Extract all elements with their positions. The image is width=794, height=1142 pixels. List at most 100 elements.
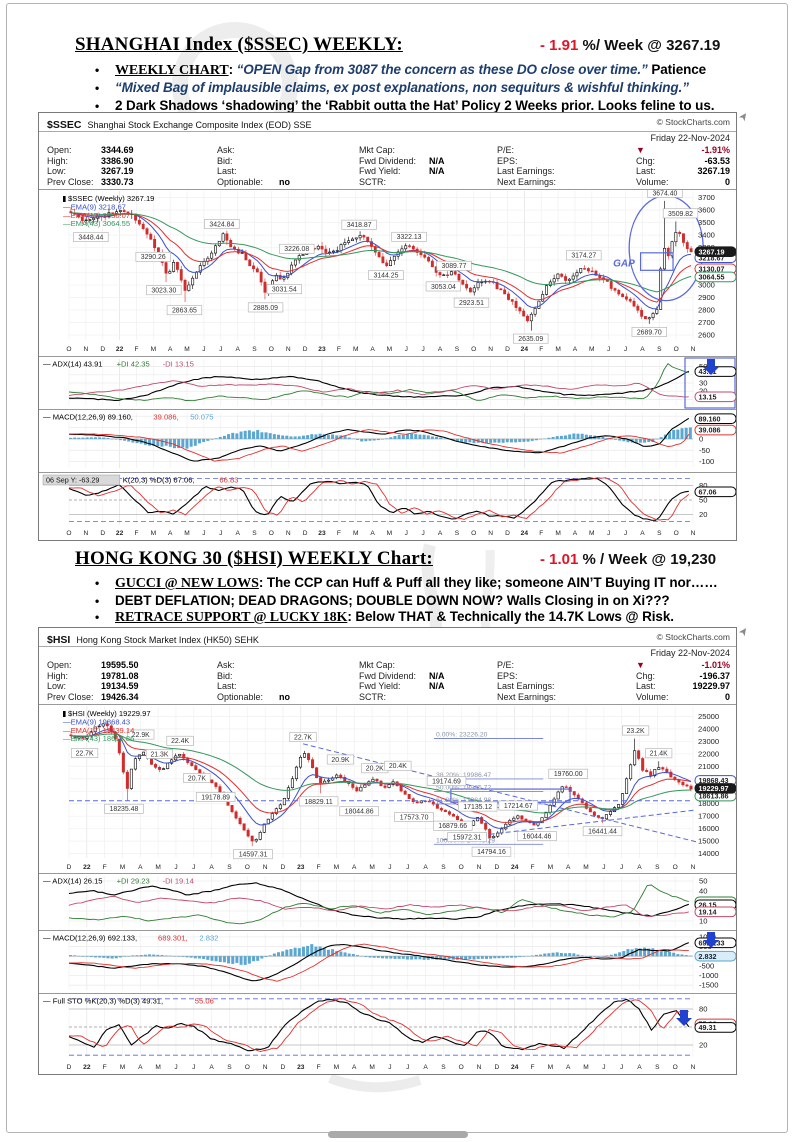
quote-row: Next Earnings: [497, 177, 557, 188]
svg-text:D: D [67, 1064, 72, 1071]
svg-text:M: M [369, 1064, 375, 1071]
svg-text:M: M [155, 1064, 161, 1071]
svg-text:— ADX(14) 26.15: — ADX(14) 26.15 [43, 877, 103, 886]
svg-text:18044.86: 18044.86 [345, 809, 374, 816]
svg-text:$SSEC (Weekly) 3267.19: $SSEC (Weekly) 3267.19 [68, 194, 154, 203]
svg-text:16000: 16000 [698, 824, 719, 833]
svg-text:F: F [337, 530, 341, 537]
svg-text:23: 23 [297, 1064, 305, 1071]
svg-text:F: F [531, 1064, 535, 1071]
svg-text:M: M [155, 864, 161, 871]
quote-row: Next Earnings: [497, 692, 557, 703]
svg-text:18829.11: 18829.11 [304, 799, 332, 806]
svg-text:80: 80 [699, 1005, 707, 1014]
svg-text:O: O [674, 346, 679, 353]
svg-text:O: O [459, 1064, 464, 1071]
quote-row: Bid: [217, 155, 233, 166]
svg-text:23: 23 [318, 530, 326, 537]
svg-text:21.3K: 21.3K [150, 751, 168, 758]
svg-text:O: O [245, 864, 250, 871]
svg-text:A: A [209, 864, 214, 871]
quote-column: Mkt Cap: Fwd Dividend: N/A Fwd Yield: N/A SCT… [359, 660, 494, 703]
svg-text:J: J [405, 530, 408, 537]
svg-text:20.9K: 20.9K [331, 757, 349, 764]
svg-text:— ADX(14) 43.91: — ADX(14) 43.91 [43, 360, 103, 369]
ticker-symbol: $SSEC [47, 119, 82, 131]
svg-text:24: 24 [511, 864, 519, 871]
svg-text:J: J [620, 1064, 623, 1071]
svg-text:S: S [455, 530, 460, 537]
svg-text:20.2K: 20.2K [366, 766, 384, 773]
quote-row: Bid: [217, 670, 233, 681]
quote-row: Optionable: no [217, 692, 290, 703]
scrollbar-thumb[interactable] [328, 1131, 468, 1138]
svg-text:2600: 2600 [698, 331, 715, 340]
svg-text:2923.51: 2923.51 [459, 300, 484, 307]
quote-column: Open: 19595.50 High: 19781.08 Low: 19134.59 Pr… [47, 660, 202, 703]
quote-row: P/E: [497, 660, 515, 670]
hsi-bullets: GUCCI @ NEW LOWS: The CCP can Huff & Puf… [95, 575, 794, 627]
svg-text:+DI 29.23: +DI 29.23 [117, 877, 150, 886]
svg-text:3000: 3000 [698, 281, 715, 290]
quote-row: P/E: [497, 145, 515, 155]
svg-text:J: J [607, 346, 610, 353]
svg-text:55.06: 55.06 [195, 997, 214, 1006]
svg-text:14597.31: 14597.31 [239, 852, 268, 859]
svg-text:N: N [691, 1064, 696, 1071]
quote-row: Volume: 0 [636, 177, 730, 188]
svg-text:A: A [168, 346, 173, 353]
chart-date: Friday 22-Nov-2024 [650, 133, 730, 143]
quote-row: High: 19781.08 [47, 670, 139, 681]
svg-text:D: D [505, 530, 510, 537]
svg-text:50: 50 [699, 496, 707, 505]
quote-column: Mkt Cap: Fwd Dividend: N/A Fwd Yield: N/A SCT… [359, 145, 494, 188]
svg-text:43.91: 43.91 [699, 367, 717, 376]
svg-text:M: M [120, 864, 126, 871]
svg-text:2885.09: 2885.09 [253, 305, 278, 312]
ssec-adx-panel: — ADX(14) 43.91 +DI 42.35 -DI 13.1550302… [39, 356, 736, 409]
svg-text:GAP: GAP [613, 258, 635, 269]
svg-text:O: O [66, 530, 71, 537]
svg-text:O: O [471, 346, 476, 353]
svg-text:23000: 23000 [698, 737, 719, 746]
svg-text:S: S [441, 1064, 446, 1071]
svg-text:23.2K: 23.2K [627, 728, 645, 735]
svg-text:10: 10 [699, 917, 707, 926]
svg-text:-500: -500 [699, 961, 714, 970]
svg-text:3031.54: 3031.54 [272, 287, 297, 294]
index-name: Shanghai Stock Exchange Composite Index … [87, 120, 312, 130]
svg-text:F: F [134, 346, 138, 353]
svg-text:26.15: 26.15 [699, 900, 717, 909]
hsi-price-chart: 0.00%: 23226.20 38.20%: 19986.47 50.00%: 1… [39, 704, 736, 873]
svg-text:J: J [620, 864, 623, 871]
svg-text:M: M [555, 530, 561, 537]
svg-text:J: J [174, 864, 177, 871]
svg-text:15000: 15000 [698, 837, 719, 846]
svg-text:22: 22 [116, 530, 124, 537]
svg-text:F: F [317, 864, 321, 871]
svg-text:S: S [227, 864, 232, 871]
svg-text:M: M [151, 530, 157, 537]
bullet-item: RETRACE SUPPORT @ LUCKY 18K: Below THAT … [95, 609, 794, 627]
svg-text:2689.70: 2689.70 [637, 329, 662, 336]
svg-text:3226.08: 3226.08 [284, 246, 309, 253]
quote-row: EPS: [497, 155, 518, 166]
svg-text:80: 80 [699, 481, 707, 490]
svg-text:K(20,3) %D(3) 67.06,: K(20,3) %D(3) 67.06, [123, 476, 195, 485]
svg-text:19.14: 19.14 [699, 907, 717, 916]
quote-row: Prev Close: 19426.34 [47, 692, 139, 703]
svg-text:—EMA(17) 3130.07: —EMA(17) 3130.07 [63, 211, 130, 220]
svg-text:20.4K: 20.4K [389, 763, 407, 770]
svg-text:D: D [100, 530, 105, 537]
svg-text:39.086,: 39.086, [153, 413, 178, 422]
svg-text:J: J [422, 346, 425, 353]
svg-text:17214.67: 17214.67 [504, 803, 533, 810]
svg-text:A: A [573, 530, 578, 537]
svg-text:S: S [657, 530, 662, 537]
svg-text:689.301,: 689.301, [158, 934, 188, 943]
svg-text:S: S [252, 346, 257, 353]
svg-text:67.06: 67.06 [699, 487, 717, 496]
quote-row: Low: 19134.59 [47, 681, 139, 692]
svg-text:M: M [334, 1064, 340, 1071]
